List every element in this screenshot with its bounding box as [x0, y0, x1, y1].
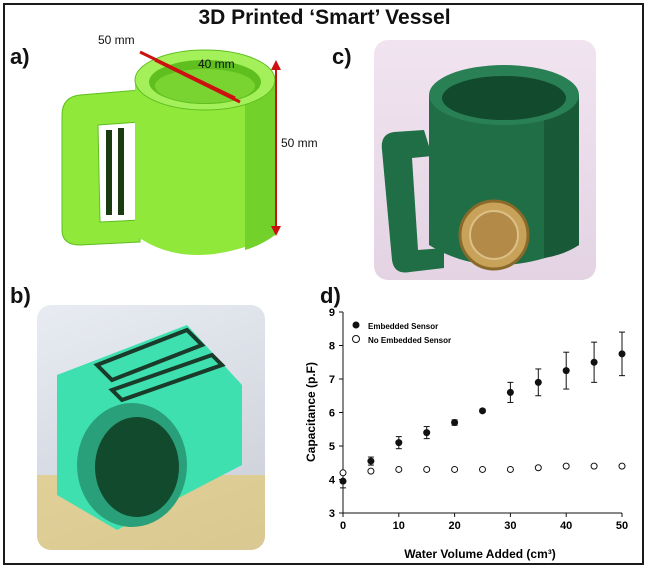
panel-label-a: a): [10, 44, 30, 69]
capacitance-chart: 0 10 20 30 40 50 3 4 5 6 7 8 9 Water Volume Added (c…: [304, 307, 628, 561]
y-tick-label: 9: [329, 307, 335, 319]
legend-marker-embedded: [352, 321, 360, 329]
figure-title: 3D Printed ‘Smart’ Vessel: [198, 6, 451, 29]
chart-y-label: Capacitance (p.F): [304, 362, 318, 462]
point-no-embedded-sensor: [534, 464, 542, 472]
legend-label-no-sensor: No Embedded Sensor: [368, 336, 451, 345]
point-no-embedded-sensor: [618, 462, 626, 470]
chart-marks: [339, 331, 626, 489]
x-tick-label: 30: [504, 520, 516, 532]
dim-outer-diameter: 50 mm: [98, 33, 135, 47]
point-no-embedded-sensor: [590, 462, 598, 470]
y-tick-label: 3: [329, 508, 335, 520]
x-tick-label: 0: [340, 520, 346, 532]
point-embedded-sensor: [618, 350, 626, 358]
photo-vessel-side-view: [37, 305, 265, 550]
dim-inner-diameter: 40 mm: [198, 57, 235, 71]
point-embedded-sensor: [590, 358, 598, 366]
legend-label-embedded: Embedded Sensor: [368, 322, 438, 331]
x-tick-label: 10: [393, 520, 405, 532]
point-embedded-sensor: [339, 477, 347, 485]
panel-label-d: d): [320, 283, 341, 308]
chart-axes: 0 10 20 30 40 50 3 4 5 6 7 8 9: [329, 307, 628, 532]
x-tick-label: 50: [616, 520, 628, 532]
point-embedded-sensor: [479, 407, 486, 415]
y-tick-label: 4: [329, 475, 336, 487]
point-embedded-sensor: [395, 439, 403, 447]
point-embedded-sensor: [506, 388, 514, 396]
y-tick-label: 6: [329, 408, 335, 420]
point-no-embedded-sensor: [367, 467, 375, 475]
y-tick-label: 5: [329, 441, 335, 453]
point-embedded-sensor: [451, 419, 459, 427]
point-no-embedded-sensor: [451, 465, 459, 473]
chart-x-label: Water Volume Added (cm³): [404, 547, 556, 561]
point-no-embedded-sensor: [562, 462, 570, 470]
legend-marker-no-sensor: [352, 335, 360, 343]
photo-printed-vessel-with-coin: [374, 40, 596, 280]
panel-label-c: c): [332, 44, 352, 69]
point-no-embedded-sensor: [395, 465, 403, 473]
panel-label-b: b): [10, 283, 31, 308]
y-tick-label: 8: [329, 341, 335, 353]
y-tick-label: 7: [329, 374, 335, 386]
point-embedded-sensor: [367, 457, 375, 465]
point-no-embedded-sensor: [339, 469, 347, 477]
point-embedded-sensor: [423, 429, 431, 437]
dim-height: 50 mm: [281, 136, 318, 150]
x-tick-label: 20: [448, 520, 460, 532]
point-no-embedded-sensor: [506, 465, 514, 473]
point-embedded-sensor: [562, 367, 570, 375]
cad-vessel-render: [61, 49, 281, 255]
point-no-embedded-sensor: [423, 465, 431, 473]
x-tick-label: 40: [560, 520, 572, 532]
point-no-embedded-sensor: [479, 465, 486, 473]
chart-legend: Embedded Sensor No Embedded Sensor: [352, 321, 451, 345]
point-embedded-sensor: [534, 378, 542, 386]
